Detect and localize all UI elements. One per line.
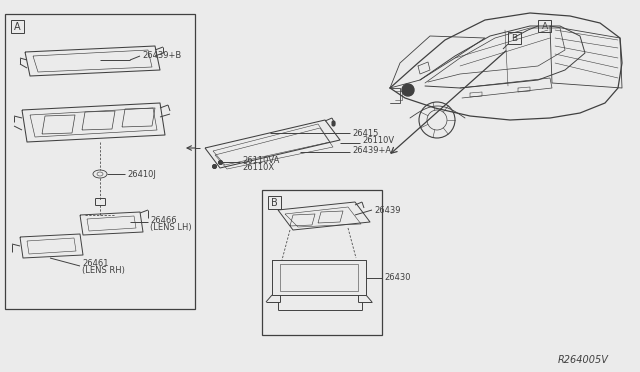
Text: A: A [541, 22, 548, 31]
Text: 26439+A: 26439+A [352, 145, 391, 154]
Text: 26430: 26430 [384, 273, 410, 282]
Text: 26439+B: 26439+B [142, 51, 181, 60]
Text: 26466: 26466 [150, 215, 177, 224]
Text: B: B [271, 198, 278, 208]
Text: B: B [511, 33, 518, 42]
Text: 26439: 26439 [374, 205, 401, 215]
Text: A: A [14, 22, 21, 32]
Text: 26110VA: 26110VA [242, 155, 280, 164]
Bar [538, 20, 551, 32]
Bar [262, 190, 382, 335]
Text: 26415: 26415 [352, 128, 378, 138]
Text: 26461: 26461 [82, 259, 109, 267]
Text: (LENS RH): (LENS RH) [82, 266, 125, 275]
Ellipse shape [93, 170, 107, 178]
Bar [11, 20, 24, 33]
Bar [5, 14, 195, 309]
Text: R264005V: R264005V [558, 355, 609, 365]
Text: 26110X: 26110X [242, 163, 274, 171]
Text: 26410J: 26410J [127, 170, 156, 179]
Text: (LENS LH): (LENS LH) [150, 222, 191, 231]
Bar [508, 32, 521, 44]
Bar [268, 196, 281, 209]
Circle shape [402, 84, 414, 96]
Text: 26110V: 26110V [362, 135, 394, 144]
